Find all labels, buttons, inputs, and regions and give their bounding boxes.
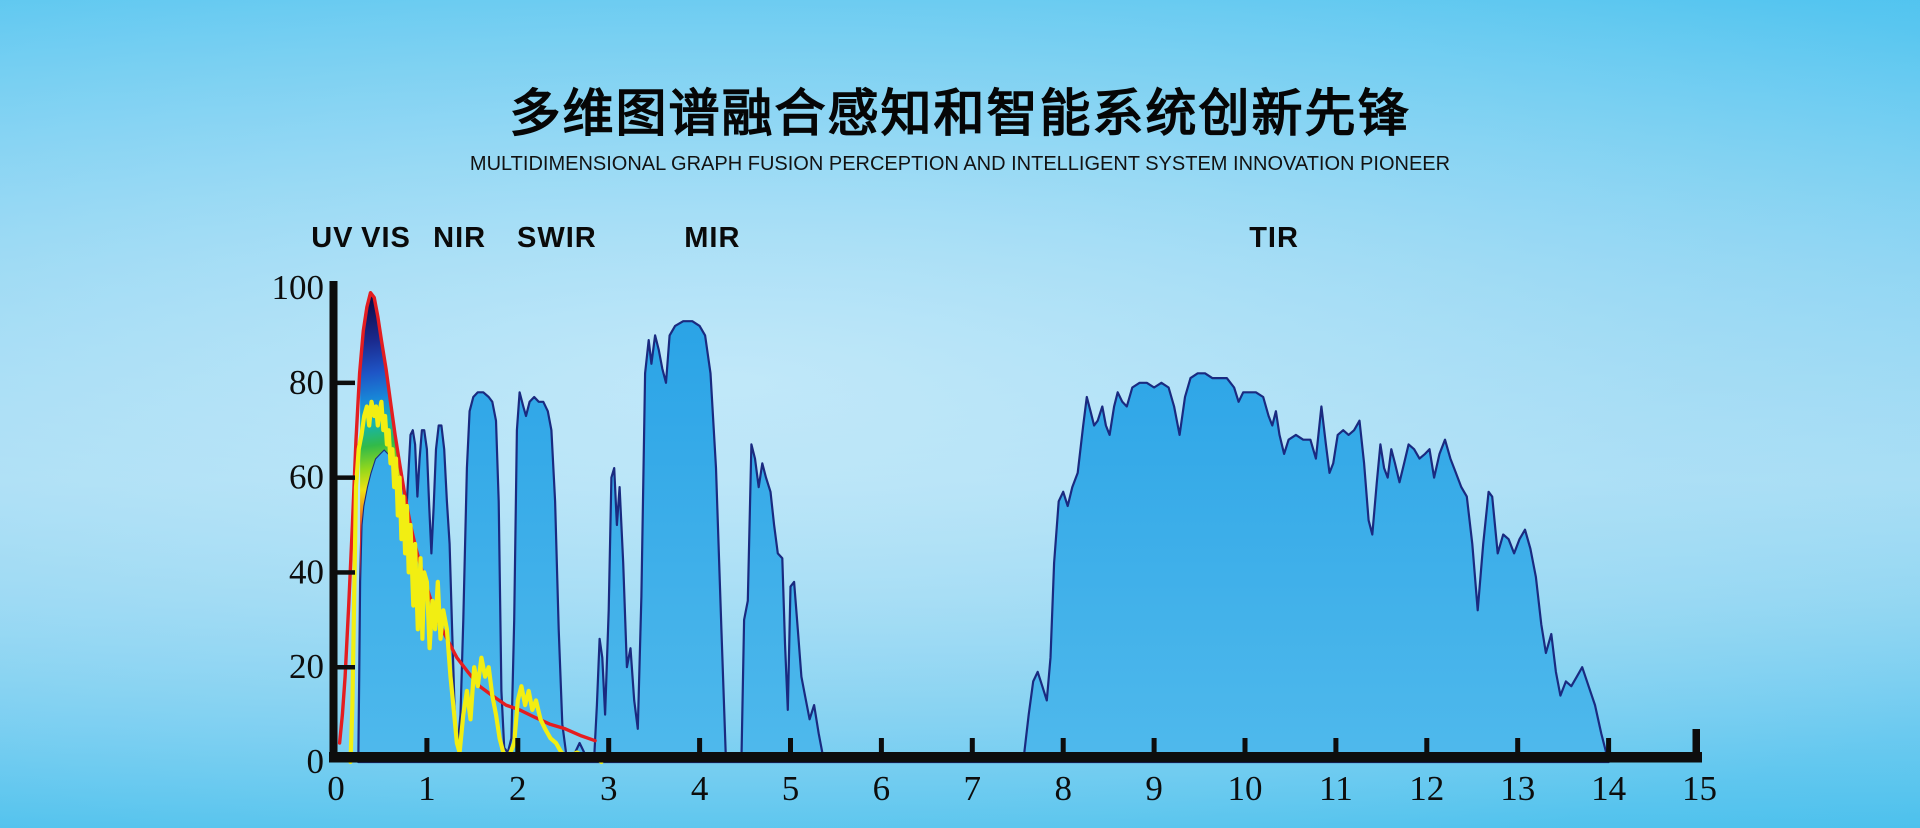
surface-solar-curve	[348, 399, 604, 765]
y-tick-label: 20	[289, 647, 324, 686]
x-tick-label: 13	[1500, 769, 1535, 808]
page-subtitle: MULTIDIMENSIONAL GRAPH FUSION PERCEPTION…	[469, 153, 1451, 175]
x-tick	[1242, 738, 1248, 753]
x-tick	[515, 738, 521, 753]
x-tick-label: 4	[691, 769, 709, 808]
y-axis-line	[329, 281, 338, 762]
x-tick-label: 3	[600, 769, 618, 808]
x-tick	[424, 738, 430, 753]
x-tick	[969, 738, 975, 753]
y-tick	[337, 475, 355, 480]
x-tick-label: 1	[418, 769, 436, 808]
y-tick-label: 60	[289, 458, 324, 497]
x-tick-label: 5	[782, 769, 800, 808]
y-tick-label: 0	[307, 742, 325, 781]
x-tick-label: 0	[327, 769, 345, 808]
y-tick-label: 100	[272, 268, 325, 307]
band-label-uv: UV	[311, 222, 354, 254]
band-label-nir: NIR	[433, 222, 487, 254]
y-tick	[337, 665, 355, 670]
page-title: 多维图谱融合感知和智能系统创新先锋	[509, 85, 1411, 142]
x-tick	[606, 738, 612, 753]
x-tick-label: 15	[1682, 769, 1717, 808]
x-axis-line	[329, 752, 1702, 763]
x-tick-label: 8	[1054, 769, 1072, 808]
x-tick	[1606, 738, 1612, 753]
x-tick-label: 9	[1145, 769, 1163, 808]
y-tick	[337, 570, 355, 575]
transmission-area	[357, 320, 1610, 764]
x-tick-label: 2	[509, 769, 527, 808]
x-tick	[697, 738, 703, 753]
x-tick	[1333, 738, 1339, 753]
band-label-swir: SWIR	[517, 222, 597, 254]
band-label-tir: TIR	[1249, 222, 1299, 254]
x-axis-end-tick	[1692, 729, 1700, 753]
x-tick-label: 10	[1228, 769, 1263, 808]
band-label-vis: VIS	[361, 222, 411, 254]
x-tick-label: 7	[964, 769, 982, 808]
x-tick	[788, 738, 793, 753]
x-tick-label: 6	[873, 769, 891, 808]
x-tick-label: 12	[1409, 769, 1444, 808]
x-tick-label: 11	[1319, 769, 1353, 808]
y-tick	[337, 380, 355, 386]
rainbow-solar-peak	[360, 292, 407, 582]
y-tick-label: 80	[289, 363, 324, 402]
x-tick	[1424, 738, 1430, 753]
y-tick-label: 40	[289, 552, 324, 591]
x-tick-label: 14	[1591, 769, 1626, 808]
x-tick	[878, 738, 884, 753]
x-tick	[1151, 738, 1157, 753]
x-tick	[1515, 738, 1521, 753]
x-tick	[1060, 738, 1066, 753]
band-label-mir: MIR	[684, 222, 741, 254]
